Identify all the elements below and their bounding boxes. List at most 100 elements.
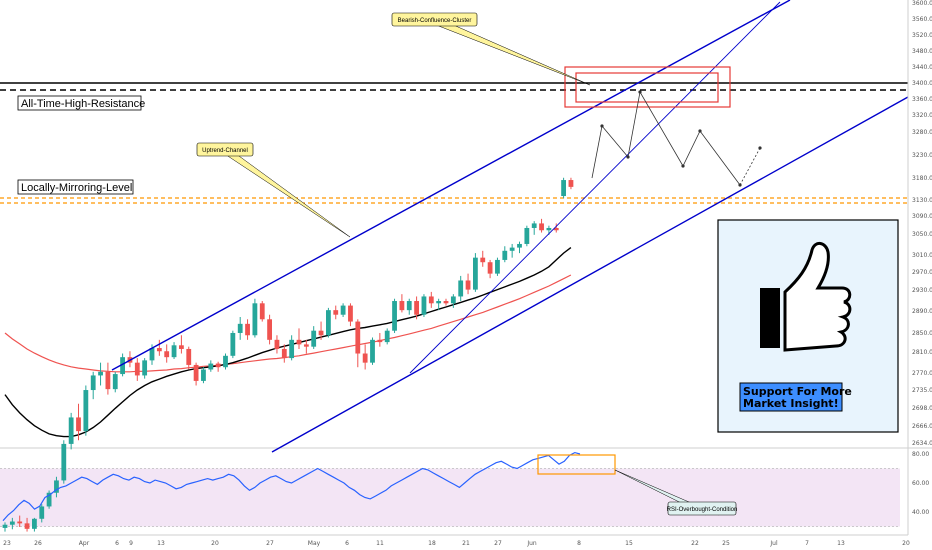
projection-arrowhead [600, 124, 604, 128]
candle-body [553, 227, 559, 231]
candle [377, 332, 383, 347]
price-tick-label: 3180.00 [912, 175, 932, 182]
price-tick-label: 3280.00 [912, 129, 932, 136]
candle-body [267, 319, 272, 340]
candle [311, 326, 317, 349]
uptrend-channel-callout-pointer [227, 155, 351, 238]
rsi-overbought-callout-box [667, 501, 737, 516]
price-tick-label: 3560.00 [912, 16, 932, 23]
uptrend-channel-callout-box [196, 142, 254, 157]
all-time-high-label: All-Time-High-Resistance [17, 95, 145, 111]
candle [171, 342, 177, 359]
time-tick-label: 7 [805, 540, 809, 547]
moving-averages [4, 247, 572, 438]
candle [561, 177, 566, 199]
price-tick-label: 3480.00 [912, 48, 932, 55]
time-tick-label: 20 [902, 540, 910, 547]
time-tick-label: May [308, 540, 321, 547]
candle-body [156, 348, 162, 352]
ma-slow-line [4, 274, 572, 373]
price-tick-label: 3360.00 [912, 96, 932, 103]
resistance-box-outer [564, 66, 731, 108]
candle [399, 294, 405, 313]
candle-body [274, 339, 280, 349]
projection-arrowhead [738, 183, 742, 187]
candle-body [186, 348, 192, 365]
candle [54, 476, 59, 498]
candle-body [333, 310, 339, 315]
candle-body [539, 223, 544, 231]
candle-body [9, 521, 15, 525]
candle-body [259, 303, 265, 320]
uptrend-channel [111, 0, 909, 453]
candle-body [98, 371, 103, 376]
candle-body [54, 480, 59, 493]
candle-body [303, 344, 309, 347]
price-tick-label: 2850.00 [912, 330, 932, 337]
candle [252, 298, 258, 338]
candle-body [61, 443, 67, 481]
candle-body [561, 180, 566, 197]
thumbs-up-icon-hand [783, 242, 852, 352]
candle [326, 307, 331, 338]
price-tick-label: 2810.00 [912, 349, 932, 356]
candle [39, 504, 45, 523]
projection-path-line [591, 90, 741, 186]
time-tick-label: Apr [79, 540, 90, 547]
candle-body [326, 310, 331, 336]
time-tick-label: 6 [115, 540, 119, 547]
candle-body [370, 339, 375, 363]
time-tick-label: 27 [266, 540, 274, 547]
candle-body [281, 348, 287, 359]
candle-body [296, 339, 302, 345]
candle [24, 517, 30, 532]
candle-body [112, 374, 118, 390]
projection-arrowhead [626, 155, 630, 159]
time-tick-label: 8 [577, 540, 581, 547]
candle-body [289, 339, 295, 359]
candle [443, 298, 449, 306]
candle [487, 259, 493, 279]
price-tick-label: 2634.00 [912, 440, 932, 447]
time-tick-label: 6 [345, 540, 349, 547]
candle [259, 301, 265, 322]
time-tick-label: 15 [625, 540, 633, 547]
candle-body [450, 296, 456, 304]
candle [112, 371, 118, 393]
time-tick-label: 27 [494, 540, 502, 547]
candle [517, 241, 522, 254]
price-tick-label: 3230.00 [912, 152, 932, 159]
candle-body [473, 257, 478, 290]
projection-dotted-line [739, 147, 761, 186]
candle-body [237, 323, 243, 333]
candle-body [458, 280, 464, 297]
rsi-tick-label: 40.00 [912, 509, 929, 516]
candle [17, 515, 23, 527]
projection-arrowhead [758, 146, 762, 150]
price-tick-label: 2970.00 [912, 269, 932, 276]
candle [223, 353, 228, 370]
candle [531, 221, 537, 235]
candle-body [2, 524, 8, 528]
candle-body [443, 301, 449, 304]
candle [83, 385, 89, 436]
candle [164, 344, 170, 363]
channel-upper-line [111, 0, 791, 371]
candle-body [90, 375, 96, 391]
rsi-tick-label: 80.00 [912, 451, 929, 458]
candle [370, 337, 375, 365]
time-tick-label: 21 [462, 540, 470, 547]
candle-body [531, 223, 537, 228]
rsi-indicator [2, 451, 616, 522]
candle [303, 339, 309, 354]
candle [296, 328, 302, 349]
candle-body [215, 363, 221, 368]
candle [414, 296, 419, 320]
time-tick-label: 25 [722, 540, 730, 547]
time-tick-label: 22 [691, 540, 699, 547]
candle [186, 346, 192, 370]
locally-mirroring-label: Locally-Mirroring-Level [17, 179, 134, 195]
candle [355, 319, 361, 368]
candle-body [384, 330, 390, 343]
